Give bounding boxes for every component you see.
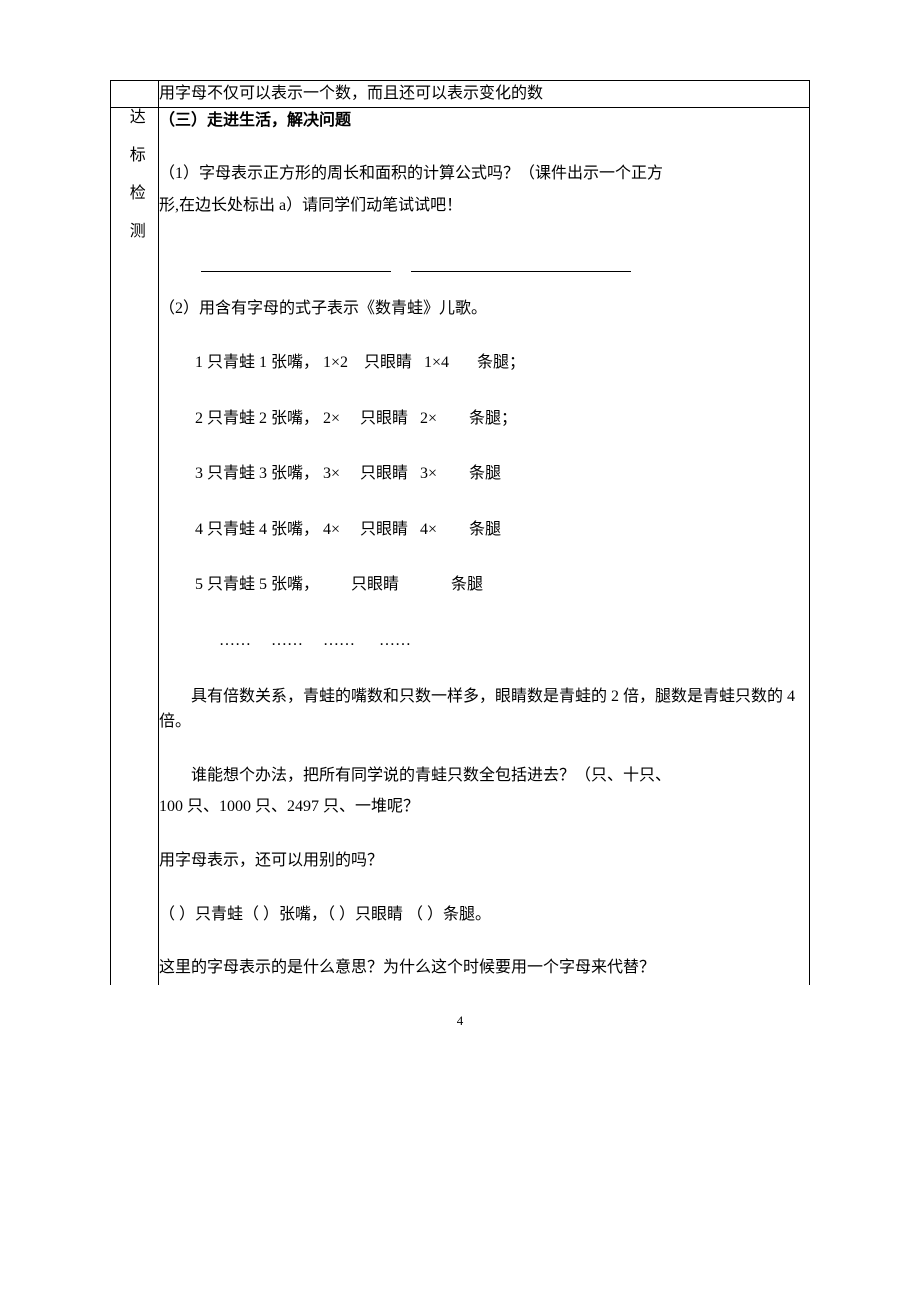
content-cell: （三）走进生活，解决问题 （1）字母表示正方形的周长和面积的计算公式吗？（课件出… — [159, 107, 810, 985]
intro-text: 用字母不仅可以表示一个数，而且还可以表示变化的数 — [159, 85, 543, 102]
sidebar-cell: 达标检测 — [111, 107, 159, 985]
song-block: 1 只青蛙 1 张嘴， 1×2 只眼睛 1×4 条腿； 2 只青蛙 2 张嘴， … — [195, 350, 809, 598]
page-number: 4 — [110, 1013, 810, 1029]
table-row: 达标检测 （三）走进生活，解决问题 （1）字母表示正方形的周长和面积的计算公式吗… — [111, 107, 810, 985]
sidebar-label-box: 达标检测 — [111, 108, 158, 260]
blank-sentence: （ ）只青蛙（ ）张嘴，（ ）只眼睛 （ ）条腿。 — [159, 902, 809, 928]
section-heading: （三）走进生活，解决问题 — [159, 108, 809, 134]
song-line-3: 3 只青蛙 3 张嘴， 3× 只眼睛 3× 条腿 — [195, 461, 809, 487]
q1-line2: 形,在边长处标出 a）请同学们动笔试试吧！ — [159, 193, 809, 219]
song-line-2: 2 只青蛙 2 张嘴， 2× 只眼睛 2× 条腿； — [195, 406, 809, 432]
page-container: 用字母不仅可以表示一个数，而且还可以表示变化的数 达标检测 （三）走进生活，解决… — [0, 0, 920, 1069]
relation-text: 具有倍数关系，青蛙的嘴数和只数一样多，眼睛数是青蛙的 2 倍，腿数是青蛙只数的 … — [159, 684, 809, 735]
song-line-4: 4 只青蛙 4 张嘴， 4× 只眼睛 4× 条腿 — [195, 517, 809, 543]
sidebar-cell-empty — [111, 81, 159, 108]
blank-line-2 — [411, 256, 631, 272]
song-line-5: 5 只青蛙 5 张嘴， 只眼睛 条腿 — [195, 572, 809, 598]
ellipsis-line: …… …… …… …… — [219, 628, 809, 654]
q1-line1: （1）字母表示正方形的周长和面积的计算公式吗？（课件出示一个正方 — [159, 161, 809, 187]
ask1-b: 100 只、1000 只、2497 只、一堆呢？ — [159, 794, 809, 820]
sidebar-label: 达标检测 — [115, 108, 153, 260]
lesson-table: 用字母不仅可以表示一个数，而且还可以表示变化的数 达标检测 （三）走进生活，解决… — [110, 80, 810, 985]
blank-lines — [201, 246, 809, 266]
meaning-question: 这里的字母表示的是什么意思？为什么这个时候要用一个字母来代替？ — [159, 955, 809, 981]
table-row: 用字母不仅可以表示一个数，而且还可以表示变化的数 — [111, 81, 810, 108]
blank-line-1 — [201, 256, 391, 272]
intro-cell: 用字母不仅可以表示一个数，而且还可以表示变化的数 — [159, 81, 810, 108]
song-line-1: 1 只青蛙 1 张嘴， 1×2 只眼睛 1×4 条腿； — [195, 350, 809, 376]
ask1-a: 谁能想个办法，把所有同学说的青蛙只数全包括进去？（只、十只、 — [159, 763, 809, 789]
q2-intro: （2）用含有字母的式子表示《数青蛙》儿歌。 — [159, 296, 809, 322]
ask2: 用字母表示，还可以用别的吗？ — [159, 848, 809, 874]
